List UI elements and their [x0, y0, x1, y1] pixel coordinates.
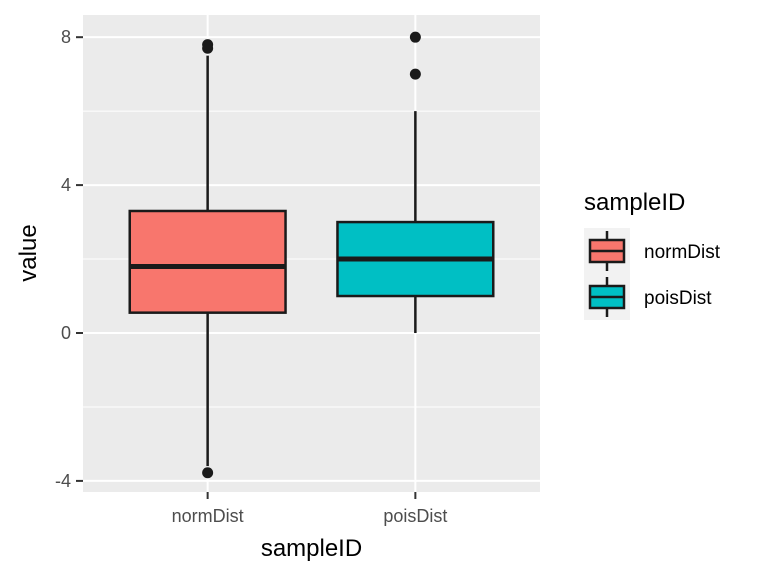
axes-layer: -4 0 4 8 normDist poisDist	[55, 27, 447, 526]
legend-label: poisDist	[644, 288, 712, 309]
legend: sampleID normDist poisDist	[584, 189, 721, 320]
y-tick-label: 0	[61, 323, 71, 343]
legend-items: normDist poisDist	[584, 228, 721, 320]
y-tick-label: 4	[61, 175, 71, 195]
legend-title: sampleID	[584, 189, 685, 216]
box-body	[128, 209, 287, 314]
x-tick-label: poisDist	[383, 506, 447, 526]
legend-item-normDist: normDist	[584, 228, 721, 274]
boxes-layer	[128, 31, 495, 479]
y-axis-title: value	[15, 224, 42, 281]
outlier-point	[202, 467, 214, 479]
outlier-point	[202, 39, 214, 51]
y-tick-label: -4	[55, 471, 71, 491]
legend-item-poisDist: poisDist	[584, 274, 712, 320]
x-axis-title: sampleID	[261, 535, 362, 562]
box-normDist	[128, 39, 287, 479]
x-tick-label: normDist	[172, 506, 244, 526]
legend-label: normDist	[644, 242, 721, 263]
outlier-point	[409, 31, 421, 43]
y-tick-label: 8	[61, 27, 71, 47]
box-poisDist	[336, 31, 495, 333]
outlier-point	[409, 68, 421, 80]
